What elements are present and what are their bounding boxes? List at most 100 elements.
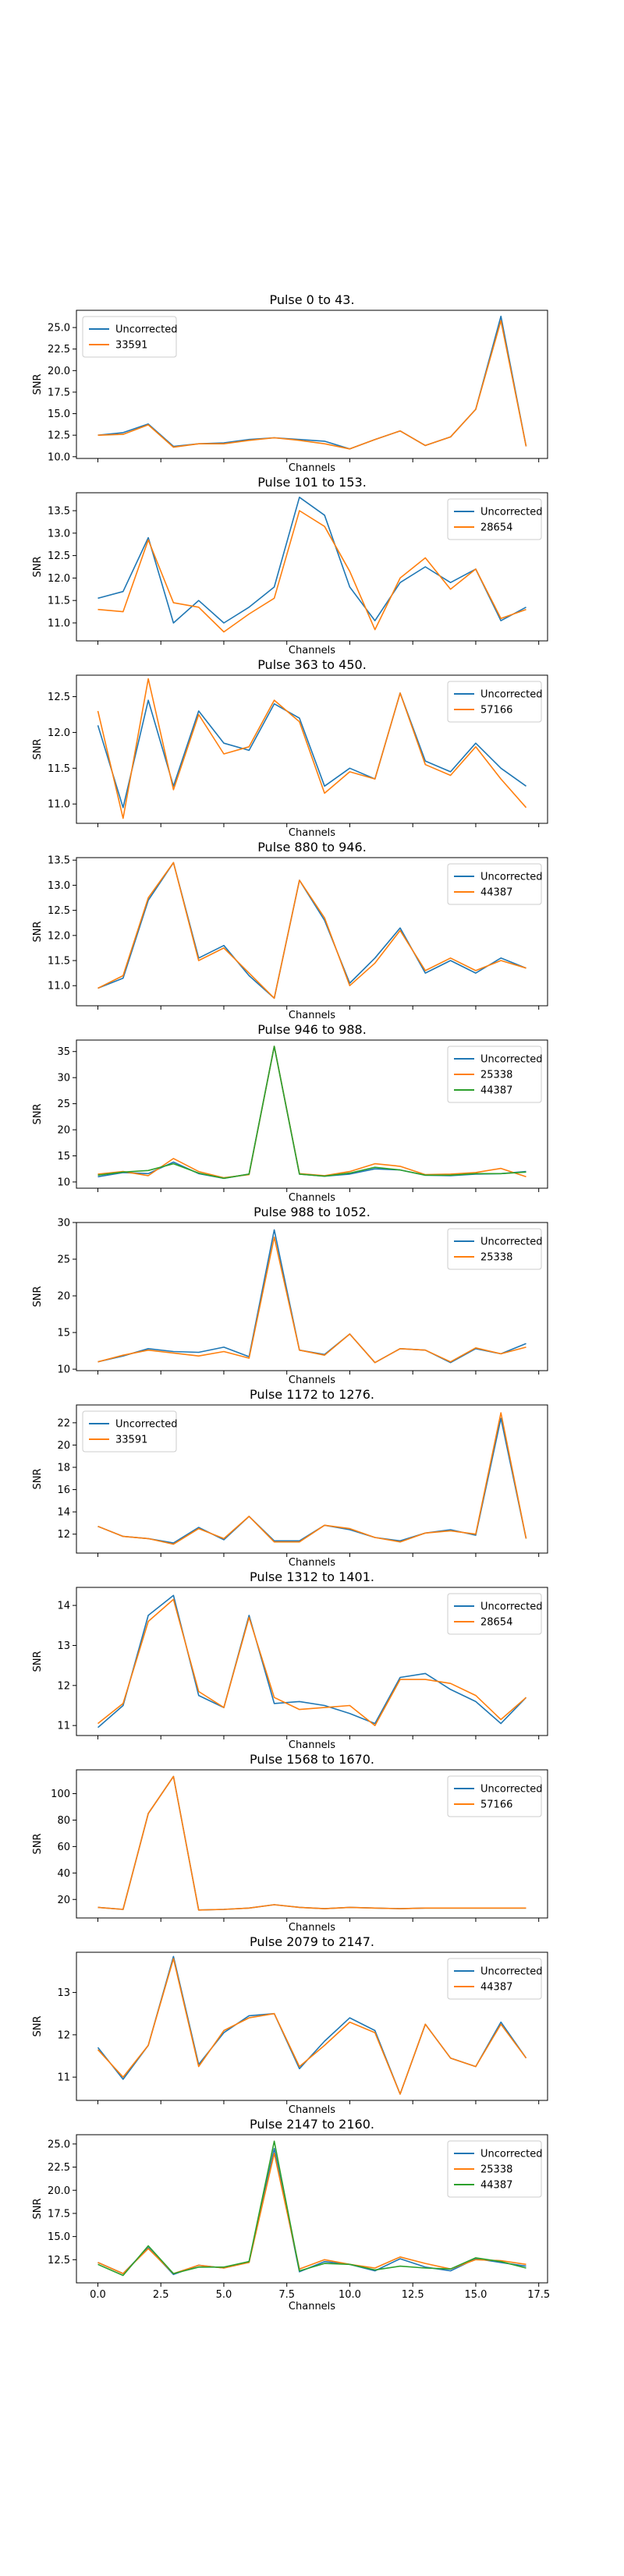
y-tick-label: 40 [57,1868,70,1880]
y-tick-label: 20.0 [48,2185,70,2197]
y-tick-label: 12 [57,1680,70,1692]
y-tick-label: 15 [57,1328,70,1339]
y-tick-label: 16 [57,1484,70,1496]
y-tick-label: 22 [57,1417,70,1429]
y-tick-label: 12.5 [48,692,70,703]
x-tick-label: 7.5 [278,2289,295,2301]
y-tick-label: 100 [51,1789,70,1800]
plot-frame [76,1039,548,1189]
series-line-2 [98,1237,526,1364]
legend-label: 25338 [480,1070,512,1081]
y-tick-label: 12.0 [48,930,70,942]
y-tick-label: 11.5 [48,596,70,607]
legend-box [447,863,542,905]
chart-2: Pulse 101 to 153. 11.0 11.5 12.0 12.5 13.0 13.… [32,475,548,656]
y-tick-label: 11.0 [48,799,70,811]
y-tick-label: 20.0 [48,366,70,377]
y-tick-label: 25.0 [48,2139,70,2150]
legend-label: 25338 [480,2164,512,2176]
chart-9: Pulse 1568 to 1670. 20 40 60 80 100 Channels SN… [32,1752,548,1934]
series-line-1 [98,496,526,624]
x-tick-label: 15.0 [464,2289,487,2301]
y-axis-label: SNR [32,1833,44,1854]
chart-1: Pulse 0 to 43. 10.0 12.5 15.0 17.5 20.0 22.5 25… [32,292,548,474]
y-tick-label: 14 [57,1601,70,1612]
x-axis-label: Channels [289,827,335,839]
legend-box [82,316,177,358]
chart-8: Pulse 1312 to 1401. 11 12 13 14 Channels SNR Un… [32,1569,548,1751]
y-tick-label: 13.0 [48,880,70,892]
legend-label: Uncorrected [115,324,178,336]
y-tick-label: 22.5 [48,2162,70,2174]
y-tick-label: 11 [57,1721,70,1732]
plot-frame [76,310,548,459]
y-tick-label: 13.5 [48,506,70,518]
y-tick-label: 11.0 [48,981,70,993]
x-tick-label: 17.5 [527,2289,550,2301]
y-tick-label: 12 [57,2029,70,2041]
legend-label: 25338 [480,1252,512,1264]
x-axis-label: Channels [289,1922,335,1934]
legend: Uncorrected 28654 [447,1593,543,1635]
legend-box [447,1775,542,1817]
legend-label: Uncorrected [480,1601,543,1613]
y-tick-label: 11 [57,2072,70,2084]
plot-frame [76,857,548,1007]
legend-label: Uncorrected [480,689,543,701]
legend-box [447,1046,542,1103]
y-tick-label: 12.0 [48,727,70,739]
legend-label: 33591 [115,1435,147,1446]
plot-frame [76,674,548,824]
chart-title: Pulse 2079 to 2147. [250,1934,374,1949]
y-axis-label: SNR [32,373,44,395]
series-line-2 [98,1412,527,1545]
plot-frame [76,1222,548,1371]
series-line-2 [98,510,526,633]
chart-title: Pulse 988 to 1052. [254,1205,370,1219]
y-tick-label: 13.0 [48,528,70,540]
y-axis-label: SNR [32,921,44,942]
chart-title: Pulse 0 to 43. [269,292,354,307]
y-tick-label: 12.5 [48,430,70,442]
y-tick-label: 20 [57,1291,70,1303]
legend: Uncorrected 44387 [447,863,543,905]
legend: Uncorrected 28654 [447,498,543,540]
chart-title: Pulse 946 to 988. [257,1022,367,1037]
legend-label: Uncorrected [480,507,543,518]
series-line-2 [97,1958,527,2095]
y-tick-label: 14 [57,1507,70,1519]
legend-box [447,1593,542,1635]
legend-label: Uncorrected [480,1966,543,1978]
legend-label: 28654 [480,522,512,534]
chart-title: Pulse 363 to 450. [257,657,367,672]
legend-label: 44387 [480,1982,512,1994]
legend-label: 44387 [480,1085,512,1097]
legend-label: Uncorrected [480,1784,543,1796]
y-tick-label: 35 [57,1046,70,1058]
legend: Uncorrected 44387 [447,1958,543,2000]
x-axis-label: Channels [289,1557,335,1569]
chart-3: Pulse 363 to 450. 11.0 11.5 12.0 12.5 Channel… [32,657,548,839]
x-axis-label: Channels [289,1192,335,1204]
plot-frame [76,1404,548,1554]
x-axis-label: Channels [289,1375,335,1386]
y-tick-label: 25.0 [48,323,70,334]
y-axis-label: SNR [32,738,44,759]
y-tick-label: 10.0 [48,451,70,463]
legend-label: 57166 [480,705,512,717]
legend-box [447,2140,542,2198]
chart-title: Pulse 880 to 946. [257,840,367,855]
legend-box [447,681,542,723]
x-axis-label: Channels [289,462,335,474]
x-tick-label: 2.5 [153,2289,169,2301]
y-axis-label: SNR [32,2015,44,2036]
legend: Uncorrected 25338 44387 [447,1046,543,1103]
chart-7: Pulse 1172 to 1276. 12 14 16 18 20 22 Channels S… [32,1387,548,1569]
plot-frame [76,1587,548,1736]
y-tick-label: 25 [57,1099,70,1110]
legend: Uncorrected 25338 [447,1228,543,1270]
plot-frame [76,1951,548,2101]
y-tick-label: 15.0 [48,2231,70,2243]
chart-4: Pulse 880 to 946. 11.0 11.5 12.0 12.5 13.0 13.… [32,840,548,1021]
